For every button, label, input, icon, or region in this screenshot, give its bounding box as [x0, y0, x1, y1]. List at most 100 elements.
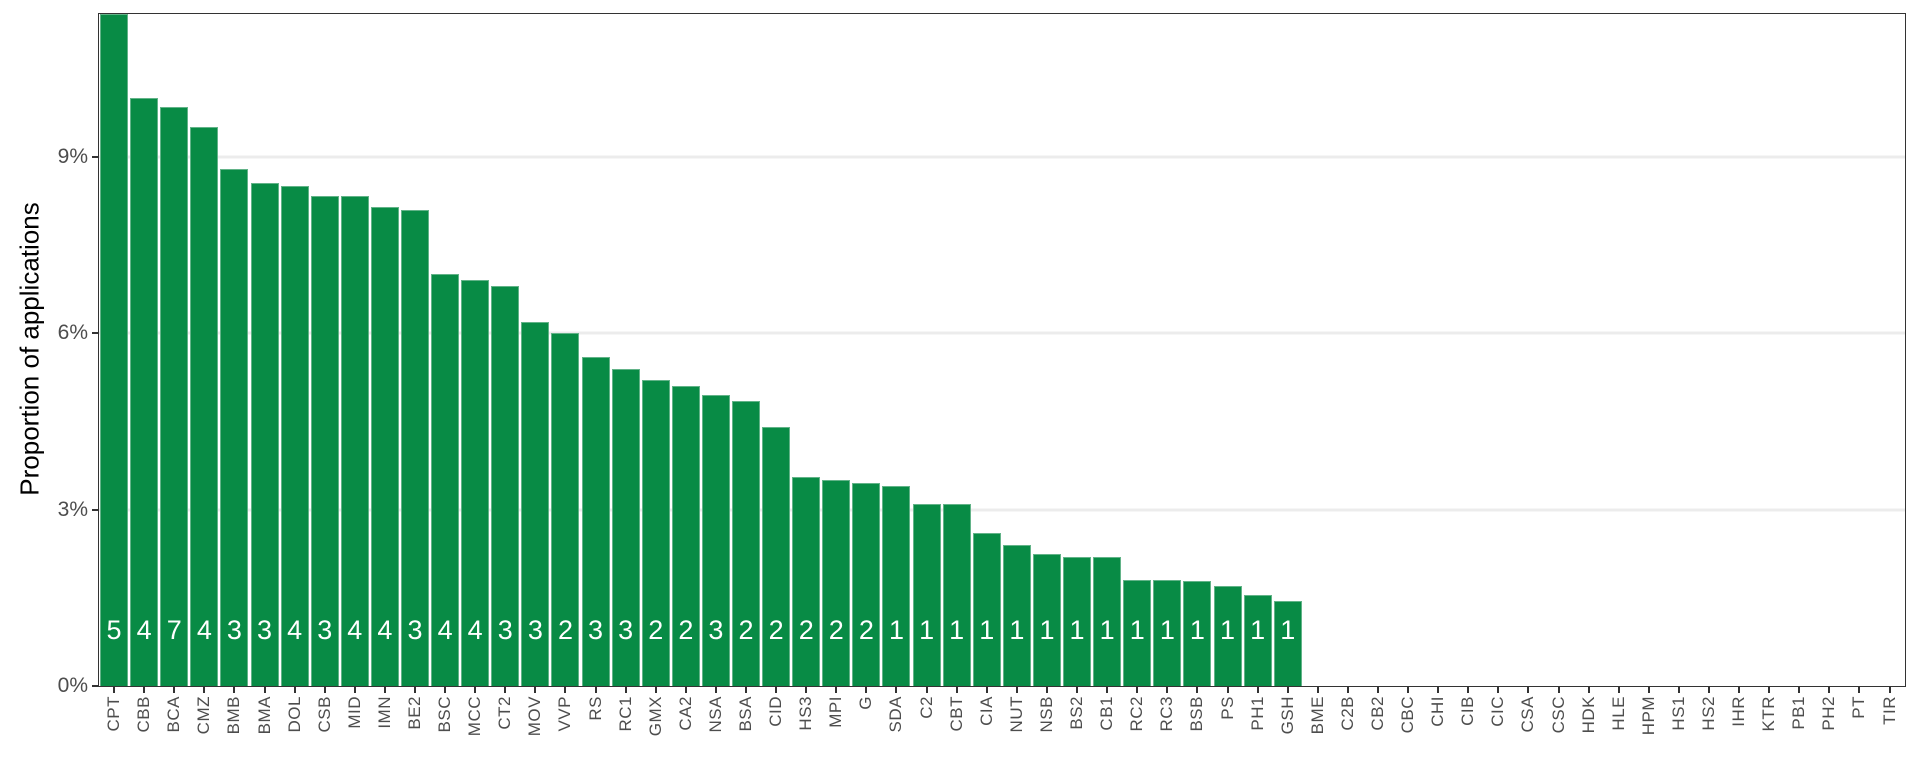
x-axis-label-RC2: RC2	[1127, 696, 1147, 732]
bar-RC1	[611, 368, 640, 686]
bar-HS3	[792, 477, 821, 686]
bar-slot-CID: 2 CID	[761, 14, 791, 727]
x-axis-label-CBB: CBB	[134, 696, 154, 733]
bar-DOL	[280, 186, 309, 686]
x-tick-mark	[1677, 687, 1680, 693]
x-tick-mark	[534, 687, 537, 693]
bar-slot-PH1: 1 PH1	[1243, 14, 1273, 731]
bar-count-label-NSB: 1	[1039, 615, 1055, 645]
x-axis-label-PS: PS	[1217, 696, 1237, 720]
bar-SDA	[882, 486, 911, 686]
x-tick-mark	[714, 687, 717, 693]
bar-slot-CMZ: 4 CMZ	[189, 14, 219, 734]
bar-slot-CBB: 4 CBB	[129, 14, 159, 732]
y-tick-label-6%: 6%	[57, 321, 88, 345]
bar-slot-HLE: HLE	[1604, 14, 1634, 731]
x-axis-label-BE2: BE2	[404, 696, 424, 730]
x-tick-mark	[173, 687, 176, 693]
x-axis-label-CPT: CPT	[104, 696, 124, 732]
bar-CID	[762, 427, 791, 686]
bar-slot-KTR: KTR	[1754, 14, 1784, 732]
bar-count-label-CBT: 1	[949, 615, 965, 645]
bar-count-label-VVP: 2	[557, 615, 573, 645]
bar-slot-CPT: 5 CPT	[99, 14, 129, 732]
x-tick-mark	[805, 687, 808, 693]
x-axis-label-DOL: DOL	[284, 696, 304, 733]
bar-slot-SDA: 1 SDA	[881, 14, 911, 732]
bar-slot-CSA: CSA	[1513, 14, 1543, 732]
x-axis-label-PH1: PH1	[1247, 696, 1267, 731]
bar-count-label-NUT: 1	[1009, 615, 1025, 645]
bar-C2	[912, 503, 941, 686]
bar-slot-RC2: 1 RC2	[1122, 14, 1152, 732]
bar-slot-GMX: 2 GMX	[641, 14, 671, 736]
x-axis-label-PT: PT	[1849, 696, 1869, 719]
bar-count-label-MPI: 2	[828, 615, 844, 645]
bar-BCA	[160, 106, 189, 686]
x-tick-mark	[1256, 687, 1259, 693]
bar-count-label-PH1: 1	[1250, 615, 1266, 645]
x-axis-label-CIC: CIC	[1488, 696, 1508, 727]
bar-slot-C2: 1 C2	[912, 14, 942, 719]
bar-slot-BME: BME	[1303, 14, 1333, 734]
bar-count-label-CID: 2	[768, 615, 784, 645]
x-tick-mark	[895, 687, 898, 693]
x-tick-mark	[1768, 687, 1771, 693]
x-tick-mark	[1798, 687, 1801, 693]
bar-slot-BE2: 3 BE2	[400, 14, 430, 730]
x-axis-label-IMN: IMN	[374, 696, 394, 729]
bar-slot-NUT: 1 NUT	[1002, 14, 1032, 732]
bar-VVP	[551, 333, 580, 686]
x-tick-mark	[1888, 687, 1891, 693]
x-tick-mark	[1076, 687, 1079, 693]
x-tick-mark	[203, 687, 206, 693]
bar-count-label-C2: 1	[919, 615, 935, 645]
bar-count-label-CA2: 2	[678, 615, 694, 645]
x-tick-mark	[1828, 687, 1831, 693]
y-tick-label-0%: 0%	[57, 674, 88, 697]
x-axis-label-NSA: NSA	[705, 696, 725, 733]
x-tick-mark	[1015, 687, 1018, 693]
x-axis-label-BSB: BSB	[1187, 696, 1207, 732]
bar-BMB	[220, 168, 249, 686]
bar-slot-PB1: PB1	[1784, 14, 1814, 730]
x-tick-mark	[1376, 687, 1379, 693]
bar-slot-BMA: 3 BMA	[249, 14, 279, 734]
bar-count-label-CIA: 1	[979, 615, 995, 645]
x-axis-label-BME: BME	[1307, 696, 1327, 735]
x-tick-mark	[775, 687, 778, 693]
bar-slot-NSA: 3 NSA	[701, 14, 731, 732]
bar-slot-BCA: 7 BCA	[159, 14, 189, 732]
bar-slot-DOL: 4 DOL	[280, 14, 310, 732]
x-axis-label-PH2: PH2	[1819, 696, 1839, 731]
bar-slot-BSB: 1 BSB	[1182, 14, 1212, 732]
bar-count-label-CMZ: 4	[196, 615, 212, 645]
bar-CA2	[671, 386, 700, 686]
x-axis-label-HPM: HPM	[1638, 696, 1658, 736]
x-tick-mark	[1106, 687, 1109, 693]
bar-slot-BS2: 1 BS2	[1062, 14, 1092, 730]
y-tick-mark	[92, 508, 98, 511]
bar-count-label-RS: 3	[588, 615, 604, 645]
x-axis-label-MID: MID	[344, 696, 364, 729]
bar-slot-PT: PT	[1844, 14, 1874, 719]
x-tick-mark	[1437, 687, 1440, 693]
bar-CSB	[310, 196, 339, 686]
x-axis-label-SDA: SDA	[886, 696, 906, 733]
y-tick-label-9%: 9%	[57, 144, 88, 168]
bar-count-label-BE2: 3	[407, 615, 423, 645]
x-tick-mark	[1136, 687, 1139, 693]
bar-slot-GSH: 1 GSH	[1273, 14, 1303, 734]
bar-slot-HDK: HDK	[1574, 14, 1604, 733]
gridline-6%	[99, 331, 1905, 335]
y-tick-mark	[92, 155, 98, 158]
bar-BE2	[400, 209, 429, 686]
bar-slot-MCC: 4 MCC	[460, 14, 490, 736]
x-axis-label-HS3: HS3	[796, 696, 816, 731]
bar-count-label-CB1: 1	[1099, 615, 1115, 645]
bar-RS	[581, 356, 610, 686]
x-axis-label-HS2: HS2	[1699, 696, 1719, 731]
x-tick-mark	[624, 687, 627, 693]
bar-count-label-HS3: 2	[798, 615, 814, 645]
